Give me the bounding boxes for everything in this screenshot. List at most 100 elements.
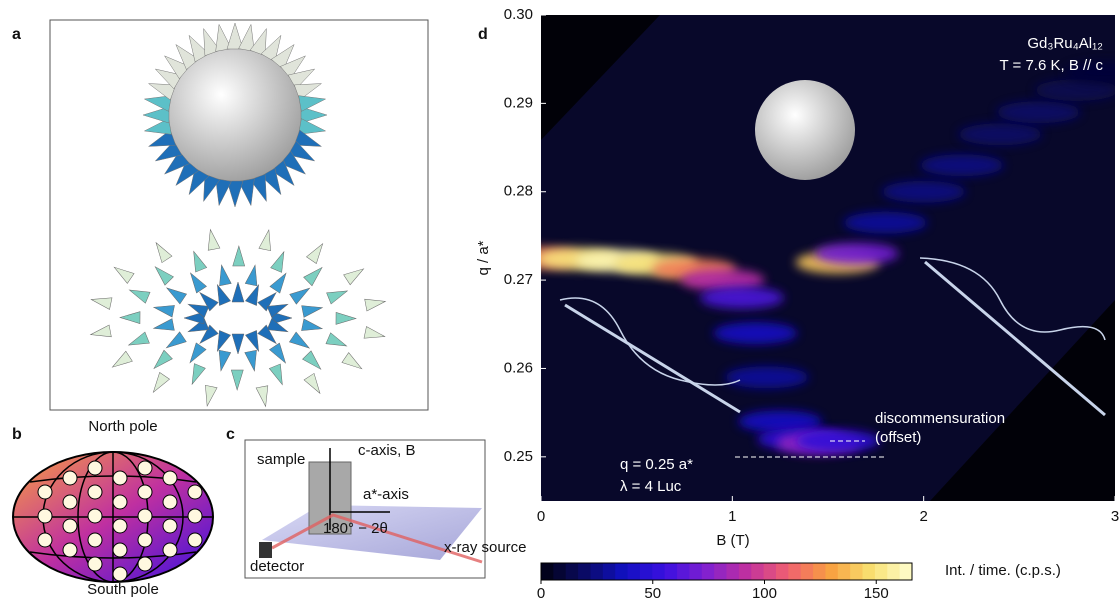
spin-arrow [232, 245, 246, 267]
detector-icon [259, 542, 272, 558]
heatmap [541, 61, 1115, 455]
intensity-blob [1034, 79, 1115, 102]
spin-arrow [199, 324, 219, 345]
spin-arrow [271, 311, 293, 325]
skyrmion-dot [112, 566, 128, 582]
skyrmion-dot [112, 494, 128, 510]
colorbar-tick-label: 50 [644, 585, 661, 599]
spin-arrow [363, 326, 386, 339]
spin-arrow [165, 287, 188, 305]
spin-cone [298, 95, 327, 112]
spin-cone [203, 173, 221, 203]
colorbar-cell [726, 563, 740, 580]
inset-helix [559, 257, 1106, 417]
colorbar-cell [553, 563, 567, 580]
colorbar-cell [627, 563, 641, 580]
intensity-blob [680, 269, 765, 292]
spin-arrow [270, 250, 285, 273]
spin-arrow [205, 384, 218, 407]
spin-cone [188, 167, 210, 196]
annotation: (offset) [875, 429, 921, 446]
spin-arrow [244, 264, 258, 287]
spin-cone [300, 106, 328, 124]
spin-arrow [245, 283, 259, 306]
spin-cone [270, 160, 295, 187]
colorbar-cell [862, 563, 876, 580]
spin-cone [188, 34, 210, 63]
angle-label: 180° − 2θ [323, 520, 388, 537]
spin-arrow [301, 318, 324, 331]
spin-cone [270, 43, 295, 70]
colorbar-cell [751, 563, 765, 580]
colorbar-cell [590, 563, 604, 580]
skyrmion-dot [137, 508, 153, 524]
detector-label: detector [250, 558, 304, 575]
spin-arrow [193, 250, 208, 273]
sphere [167, 47, 303, 183]
skyrmion-dot [137, 460, 153, 476]
spin-arrow [128, 289, 151, 304]
skyrmion-dot [62, 542, 78, 558]
spin-arrow [255, 385, 269, 408]
spin-cone [226, 22, 244, 50]
spin-cone [249, 27, 267, 57]
intensity-blob [958, 123, 1043, 146]
skyrmion-dot [112, 518, 128, 534]
spin-arrow [306, 243, 324, 265]
colorbar-cell [738, 563, 752, 580]
spin-arrow [187, 303, 210, 318]
spin-arrow [335, 312, 357, 325]
intensity-blob [1063, 61, 1115, 84]
spin-arrow [207, 228, 221, 251]
spin-cone [215, 23, 232, 52]
y-tick-label: 0.29 [504, 94, 533, 111]
spin-cone [293, 129, 323, 147]
annotation: discommensuration [875, 410, 1005, 427]
skyrmion-dot [162, 542, 178, 558]
spin-arrow [219, 264, 232, 287]
intensity-blob [881, 180, 966, 203]
skyrmion-dot [162, 494, 178, 510]
skyrmion-dot [187, 508, 203, 524]
spin-cone [175, 43, 200, 70]
spin-arrow [302, 350, 322, 370]
skyrmion-dot [37, 508, 53, 524]
colorbar-cell [763, 563, 777, 580]
colorbar-frame [540, 562, 913, 581]
colorbar-cell [578, 563, 591, 580]
spin-arrow [189, 342, 207, 364]
intensity-blob [795, 429, 880, 452]
colorbar-cell [602, 563, 616, 580]
spin-arrow [183, 311, 205, 325]
spin-arrow [266, 318, 289, 333]
spin-cone [175, 160, 200, 187]
colorbar-cell [664, 563, 678, 580]
spin-arrow [127, 331, 150, 346]
skyrmion-dot [137, 556, 153, 572]
skyrmion-dot [162, 470, 178, 486]
spin-cone [215, 178, 232, 207]
colorbar-tick-label: 0 [537, 585, 545, 599]
colorbar-cell [701, 563, 715, 580]
spin-arrow [245, 330, 259, 353]
spin-arrow [217, 330, 231, 353]
y-axis-label: q / a* [475, 240, 492, 275]
intensity-blob [814, 242, 899, 265]
panel-label: d [478, 26, 488, 43]
spin-arrow [231, 281, 245, 303]
spin-arrow [325, 332, 348, 347]
skyrmion-dot [87, 508, 103, 524]
spin-arrow [230, 369, 244, 391]
skyrmion-dot [162, 518, 178, 534]
spin-arrow [113, 266, 135, 284]
y-tick-label: 0.28 [504, 183, 533, 200]
spin-cone [280, 55, 307, 80]
axis-label: c-axis, B [358, 442, 416, 459]
colorbar-cell [788, 563, 802, 580]
annotation: Gd₃Ru₄Al₁₂ [1027, 35, 1103, 52]
pole-label: South pole [87, 581, 159, 598]
spin-arrow [257, 291, 277, 312]
skyrmion-dot [62, 494, 78, 510]
skyrmion-dot [112, 470, 128, 486]
